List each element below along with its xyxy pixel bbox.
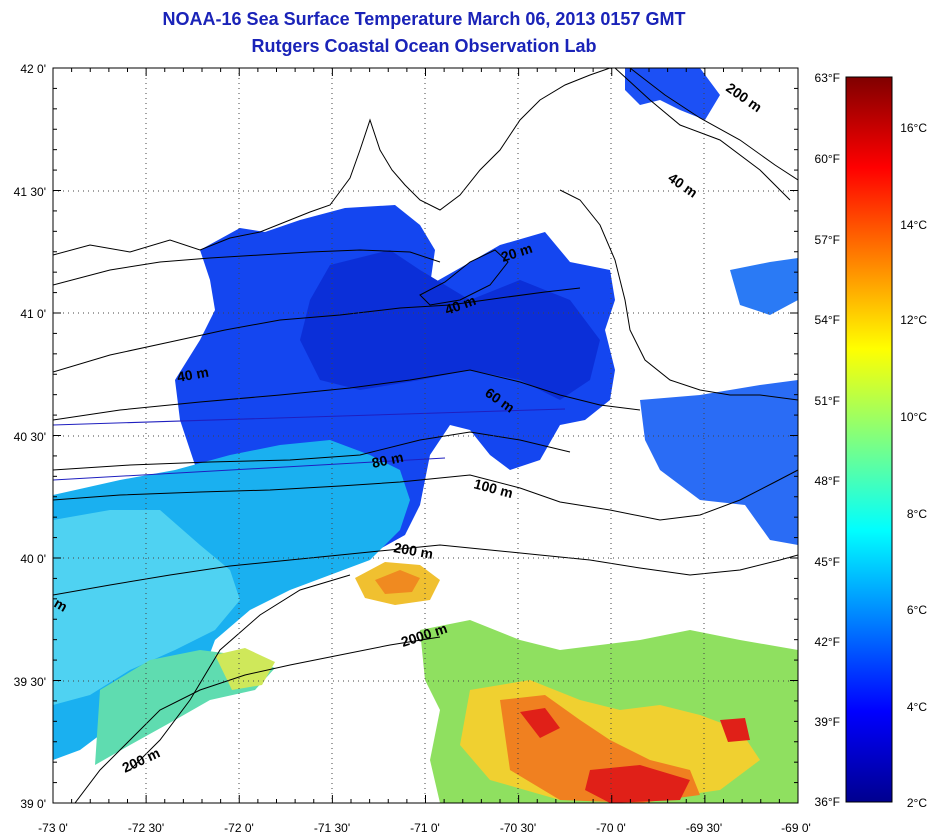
axis-ticks — [52, 67, 799, 804]
track-line-1 — [52, 408, 566, 426]
colorbar-f-label: 54°F — [815, 313, 840, 327]
contour-label: 40 m — [176, 364, 210, 385]
map-title: NOAA-16 Sea Surface Temperature March 06… — [162, 9, 686, 29]
colorbar-c-label: 16°C — [900, 121, 927, 135]
lon-tick-label: -72 30' — [128, 821, 164, 835]
colorbar-f-label: 51°F — [815, 394, 840, 408]
colorbar-f-label: 60°F — [815, 152, 840, 166]
track-lines — [52, 408, 566, 481]
colorbar-f-label: 45°F — [815, 555, 840, 569]
lon-tick-label: -73 0' — [38, 821, 68, 835]
colorbar: 63°F 60°F 57°F 54°F 51°F 48°F 45°F 42°F … — [815, 71, 928, 810]
island-1 — [419, 249, 509, 306]
gridlines — [53, 68, 798, 803]
contour-40m — [53, 287, 581, 373]
contour-label: 200 m — [392, 539, 434, 562]
colorbar-f-label: 36°F — [815, 795, 840, 809]
lat-tick-label: 39 0' — [20, 797, 46, 811]
contour-80m — [53, 431, 571, 471]
lon-tick-label: -69 0' — [781, 821, 811, 835]
contour-200m — [53, 544, 798, 596]
colorbar-f-label: 48°F — [815, 474, 840, 488]
colorbar-c-label: 12°C — [900, 313, 927, 327]
lat-tick-label: 41 30' — [14, 185, 46, 199]
lon-tick-label: -71 30' — [314, 821, 350, 835]
colorbar-c-label: 10°C — [900, 410, 927, 424]
lon-tick-label: -69 30' — [686, 821, 722, 835]
map-subtitle: Rutgers Coastal Ocean Observation Lab — [251, 36, 597, 56]
lon-tick-label: -70 30' — [500, 821, 536, 835]
sst-gulfstream-red — [520, 708, 750, 803]
lat-axis: 42 0' 41 30' 41 0' 40 30' 40 0' 39 30' 3… — [14, 62, 46, 811]
colorbar-c-label: 14°C — [900, 218, 927, 232]
contour-slope — [129, 574, 351, 771]
colorbar-f-label: 57°F — [815, 233, 840, 247]
colorbar-f-label: 42°F — [815, 635, 840, 649]
coastline — [53, 68, 611, 256]
colorbar-fahrenheit-labels: 63°F 60°F 57°F 54°F 51°F 48°F 45°F 42°F … — [815, 71, 840, 809]
track-line-2 — [52, 457, 446, 481]
coastline-cape — [559, 189, 798, 401]
lat-tick-label: 42 0' — [20, 62, 46, 76]
sst-ne-patch — [625, 68, 720, 120]
lat-tick-label: 39 30' — [14, 675, 46, 689]
lat-tick-label: 41 0' — [20, 307, 46, 321]
contour-60m — [53, 369, 641, 421]
colorbar-c-label: 6°C — [907, 603, 927, 617]
sst-ne-strip — [730, 258, 798, 315]
contour-2000m — [74, 636, 441, 803]
colorbar-f-label: 63°F — [815, 71, 840, 85]
lon-tick-label: -71 0' — [410, 821, 440, 835]
lon-tick-label: -70 0' — [596, 821, 626, 835]
sst-slope-light — [53, 510, 240, 705]
sst-shelf-dark — [300, 250, 600, 400]
contour-ne-200m — [614, 68, 798, 201]
colorbar-gradient — [845, 76, 893, 803]
colorbar-c-label: 8°C — [907, 507, 927, 521]
lat-tick-label: 40 0' — [20, 552, 46, 566]
lon-axis: -73 0' -72 30' -72 0' -71 30' -71 0' -70… — [38, 821, 811, 835]
colorbar-celsius-labels: 16°C 14°C 12°C 10°C 8°C 6°C 4°C 2°C — [900, 121, 927, 810]
lat-tick-label: 40 30' — [14, 430, 46, 444]
contour-100m — [53, 469, 798, 521]
sst-warm-eddy-core — [375, 570, 420, 594]
sst-east-patch — [640, 380, 798, 545]
lon-tick-label: -72 0' — [224, 821, 254, 835]
bathymetry-contours — [53, 68, 798, 803]
contour-label: 80 m — [370, 449, 405, 471]
colorbar-f-label: 39°F — [815, 715, 840, 729]
colorbar-c-label: 4°C — [907, 700, 927, 714]
colorbar-c-label: 2°C — [907, 796, 927, 810]
contour-20m — [53, 249, 441, 286]
